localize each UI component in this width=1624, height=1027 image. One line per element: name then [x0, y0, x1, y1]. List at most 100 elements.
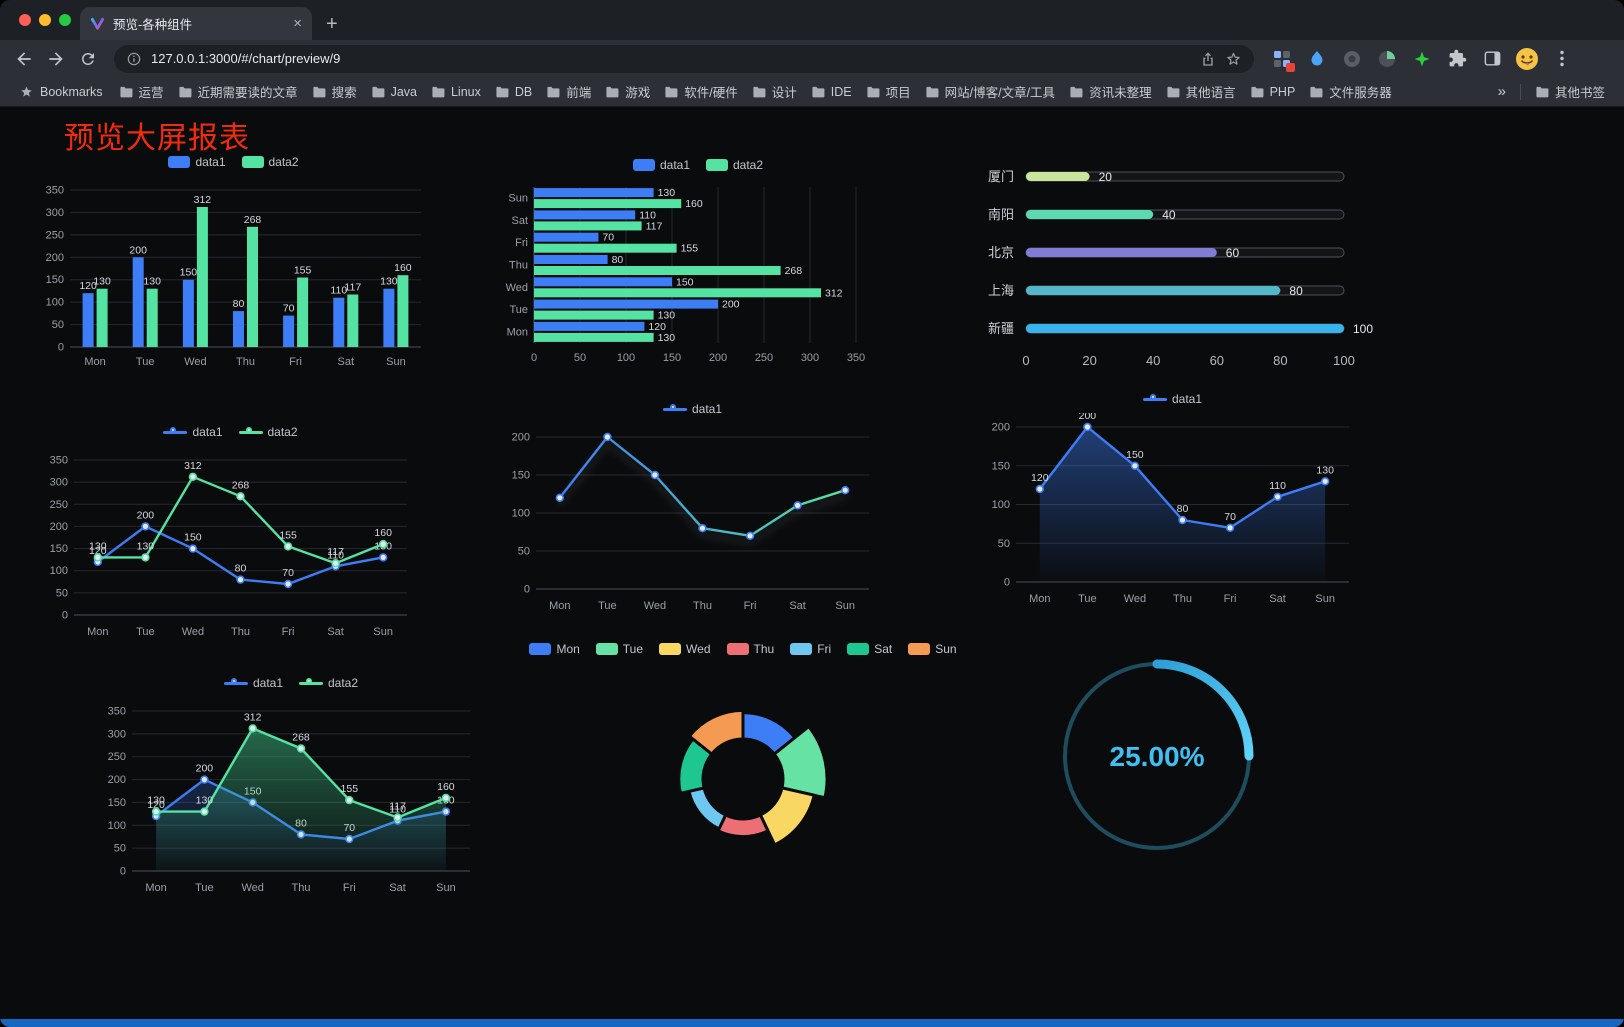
legend-item[interactable]: Mon	[529, 642, 580, 656]
extension-badge	[1286, 62, 1295, 72]
svg-text:100: 100	[617, 352, 635, 364]
browser-titlebar: 预览-各种组件 × +	[0, 0, 1624, 40]
tab-close-button[interactable]: ×	[293, 15, 302, 32]
svg-text:Thu: Thu	[292, 882, 311, 894]
chart-canvas: 厦门 20 南阳 40 北京 60 上海 80 新疆 100 0 20 40 60 80 100	[988, 169, 1373, 368]
extension-icon-grid[interactable]	[1270, 47, 1295, 72]
reload-button[interactable]	[74, 45, 102, 73]
legend-item[interactable]: Wed	[659, 642, 711, 656]
svg-text:0: 0	[120, 866, 126, 878]
legend-item[interactable]: data2	[706, 158, 763, 172]
bookmark-folder[interactable]: 近期需要读的文章	[171, 79, 305, 104]
svg-text:130: 130	[658, 310, 676, 322]
forward-button[interactable]	[42, 45, 70, 73]
share-icon[interactable]	[1200, 51, 1216, 67]
legend-swatch	[706, 159, 728, 171]
bookmark-folder[interactable]: Java	[364, 82, 424, 102]
bookmarks-manager[interactable]: Bookmarks	[12, 81, 110, 102]
svg-text:Sun: Sun	[373, 626, 393, 638]
legend-swatch	[168, 156, 191, 168]
bookmark-folder[interactable]: 游戏	[598, 79, 657, 104]
other-bookmarks[interactable]: 其他书签	[1528, 79, 1612, 104]
svg-text:100: 100	[1333, 353, 1355, 368]
side-panel-icon	[1484, 51, 1500, 66]
bookmark-folder[interactable]: 前端	[539, 79, 598, 104]
zoom-window-button[interactable]	[59, 14, 71, 26]
svg-text:50: 50	[518, 546, 530, 558]
bookmark-folder[interactable]: 软件/硬件	[657, 79, 744, 104]
minimize-window-button[interactable]	[39, 14, 51, 26]
menu-kebab-button[interactable]	[1550, 47, 1574, 71]
chart-legend: Mon Tue Wed Thu Fri Sat Sun	[529, 639, 957, 659]
svg-text:150: 150	[184, 532, 202, 544]
svg-text:130: 130	[380, 276, 398, 288]
site-info-icon[interactable]	[126, 51, 142, 67]
bookmark-folder[interactable]: 运营	[112, 79, 171, 104]
legend-swatch	[529, 643, 552, 655]
bookmarks-divider	[1519, 83, 1521, 100]
legend-item[interactable]: Thu	[726, 642, 774, 656]
legend-swatch	[662, 403, 687, 415]
legend-item[interactable]: data1	[1142, 392, 1202, 406]
bookmark-folder[interactable]: Linux	[424, 82, 488, 102]
legend-item[interactable]: data2	[299, 676, 358, 690]
extension-icon-drop[interactable]	[1305, 47, 1329, 71]
bookmark-folder[interactable]: 搜索	[305, 79, 364, 104]
bookmark-folder[interactable]: PHP	[1243, 82, 1303, 102]
bookmark-folder-label: 游戏	[625, 86, 651, 100]
svg-text:20: 20	[1099, 170, 1113, 184]
svg-text:Mon: Mon	[84, 356, 105, 368]
legend-item[interactable]: data2	[241, 155, 299, 169]
bookmarks-overflow-chevron[interactable]: »	[1497, 83, 1506, 100]
browser-tab[interactable]: 预览-各种组件 ×	[80, 7, 312, 40]
extension-icon-circle[interactable]	[1340, 47, 1364, 71]
drop-icon	[1311, 50, 1323, 65]
bookmark-folder-label: IDE	[830, 84, 852, 99]
bookmark-folder[interactable]: 文件服务器	[1302, 79, 1399, 104]
bookmark-folder[interactable]: DB	[488, 82, 539, 102]
profile-avatar[interactable]	[1515, 47, 1539, 71]
bookmark-folder[interactable]: 项目	[859, 79, 918, 104]
bookmark-folder-label: 项目	[885, 86, 911, 100]
svg-text:110: 110	[1269, 480, 1286, 492]
legend-item[interactable]: Sun	[908, 642, 957, 656]
svg-text:350: 350	[108, 706, 126, 718]
close-window-button[interactable]	[19, 14, 31, 26]
legend-item[interactable]: data1	[223, 676, 283, 690]
back-button[interactable]	[10, 45, 38, 73]
extension-icon-star[interactable]	[1410, 47, 1434, 71]
legend-item[interactable]: Tue	[595, 642, 643, 656]
svg-text:160: 160	[394, 262, 412, 274]
bookmark-folder[interactable]: 网站/博客/文章/工具	[918, 79, 1062, 104]
legend-item[interactable]: data1	[632, 158, 690, 172]
side-panel-button[interactable]	[1480, 47, 1504, 71]
bookmark-folder-label: 前端	[566, 86, 592, 100]
folder-icon	[432, 86, 445, 97]
tab-favicon-icon	[90, 17, 105, 30]
svg-text:上海: 上海	[988, 283, 1014, 298]
new-tab-button[interactable]: +	[326, 13, 338, 35]
legend-item[interactable]: data1	[662, 402, 722, 416]
chart-line-two-series: data1 data2 0 50 100 150 200 250 300 350 Mon Tue We…	[38, 422, 423, 641]
svg-text:130: 130	[1316, 464, 1334, 476]
bookmark-folder[interactable]: 资讯未整理	[1062, 79, 1159, 104]
legend-swatch	[659, 643, 682, 655]
chart-legend: data1 data2	[498, 155, 898, 175]
extension-icon-round-green[interactable]	[1375, 47, 1399, 71]
legend-label: Wed	[686, 642, 711, 656]
bookmark-folder[interactable]: 设计	[745, 79, 804, 104]
svg-text:130: 130	[147, 795, 165, 807]
svg-text:50: 50	[574, 352, 586, 364]
legend-item[interactable]: Sat	[847, 642, 892, 656]
bookmark-star-icon[interactable]	[1225, 50, 1242, 67]
bookmark-folder[interactable]: 其他语言	[1159, 79, 1243, 104]
legend-item[interactable]: data1	[163, 425, 223, 439]
legend-item[interactable]: data2	[238, 425, 298, 439]
svg-text:Wed: Wed	[644, 600, 666, 612]
legend-item[interactable]: Fri	[790, 642, 831, 656]
address-bar[interactable]: 127.0.0.1:3000/#/chart/preview/9	[114, 44, 1254, 73]
legend-item[interactable]: data1	[168, 155, 226, 169]
extensions-puzzle-button[interactable]	[1445, 47, 1469, 71]
bookmark-folder[interactable]: IDE	[804, 82, 859, 102]
